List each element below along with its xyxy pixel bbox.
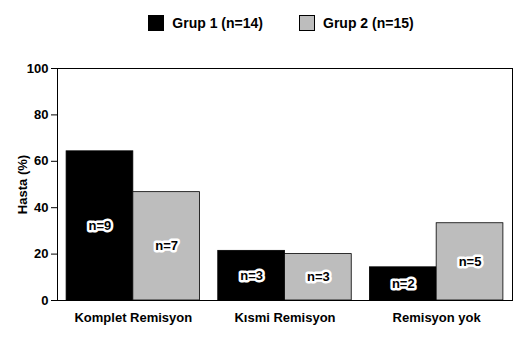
svg-text:100: 100 [27, 61, 49, 76]
svg-text:n=3: n=3 [307, 269, 330, 284]
svg-text:20: 20 [34, 246, 48, 261]
svg-text:n=9: n=9 [89, 218, 112, 233]
svg-text:60: 60 [34, 153, 48, 168]
svg-text:80: 80 [34, 107, 48, 122]
svg-text:n=3: n=3 [240, 268, 263, 283]
svg-text:0: 0 [41, 293, 48, 308]
svg-text:40: 40 [34, 200, 48, 215]
svg-text:Hasta (%): Hasta (%) [15, 155, 30, 214]
html-text:Grup 1 (n=14): Grup 1 (n=14) [172, 14, 263, 31]
svg-text:n=2: n=2 [392, 276, 415, 291]
html-text:Grup 2 (n=15): Grup 2 (n=15) [323, 14, 414, 31]
svg-text:Remisyon yok: Remisyon yok [393, 310, 482, 325]
svg-text:n=5: n=5 [459, 254, 482, 269]
svg-text:Kısmi Remisyon: Kısmi Remisyon [234, 310, 335, 325]
svg-text:Komplet Remisyon: Komplet Remisyon [74, 310, 192, 325]
svg-text:n=7: n=7 [155, 238, 178, 253]
